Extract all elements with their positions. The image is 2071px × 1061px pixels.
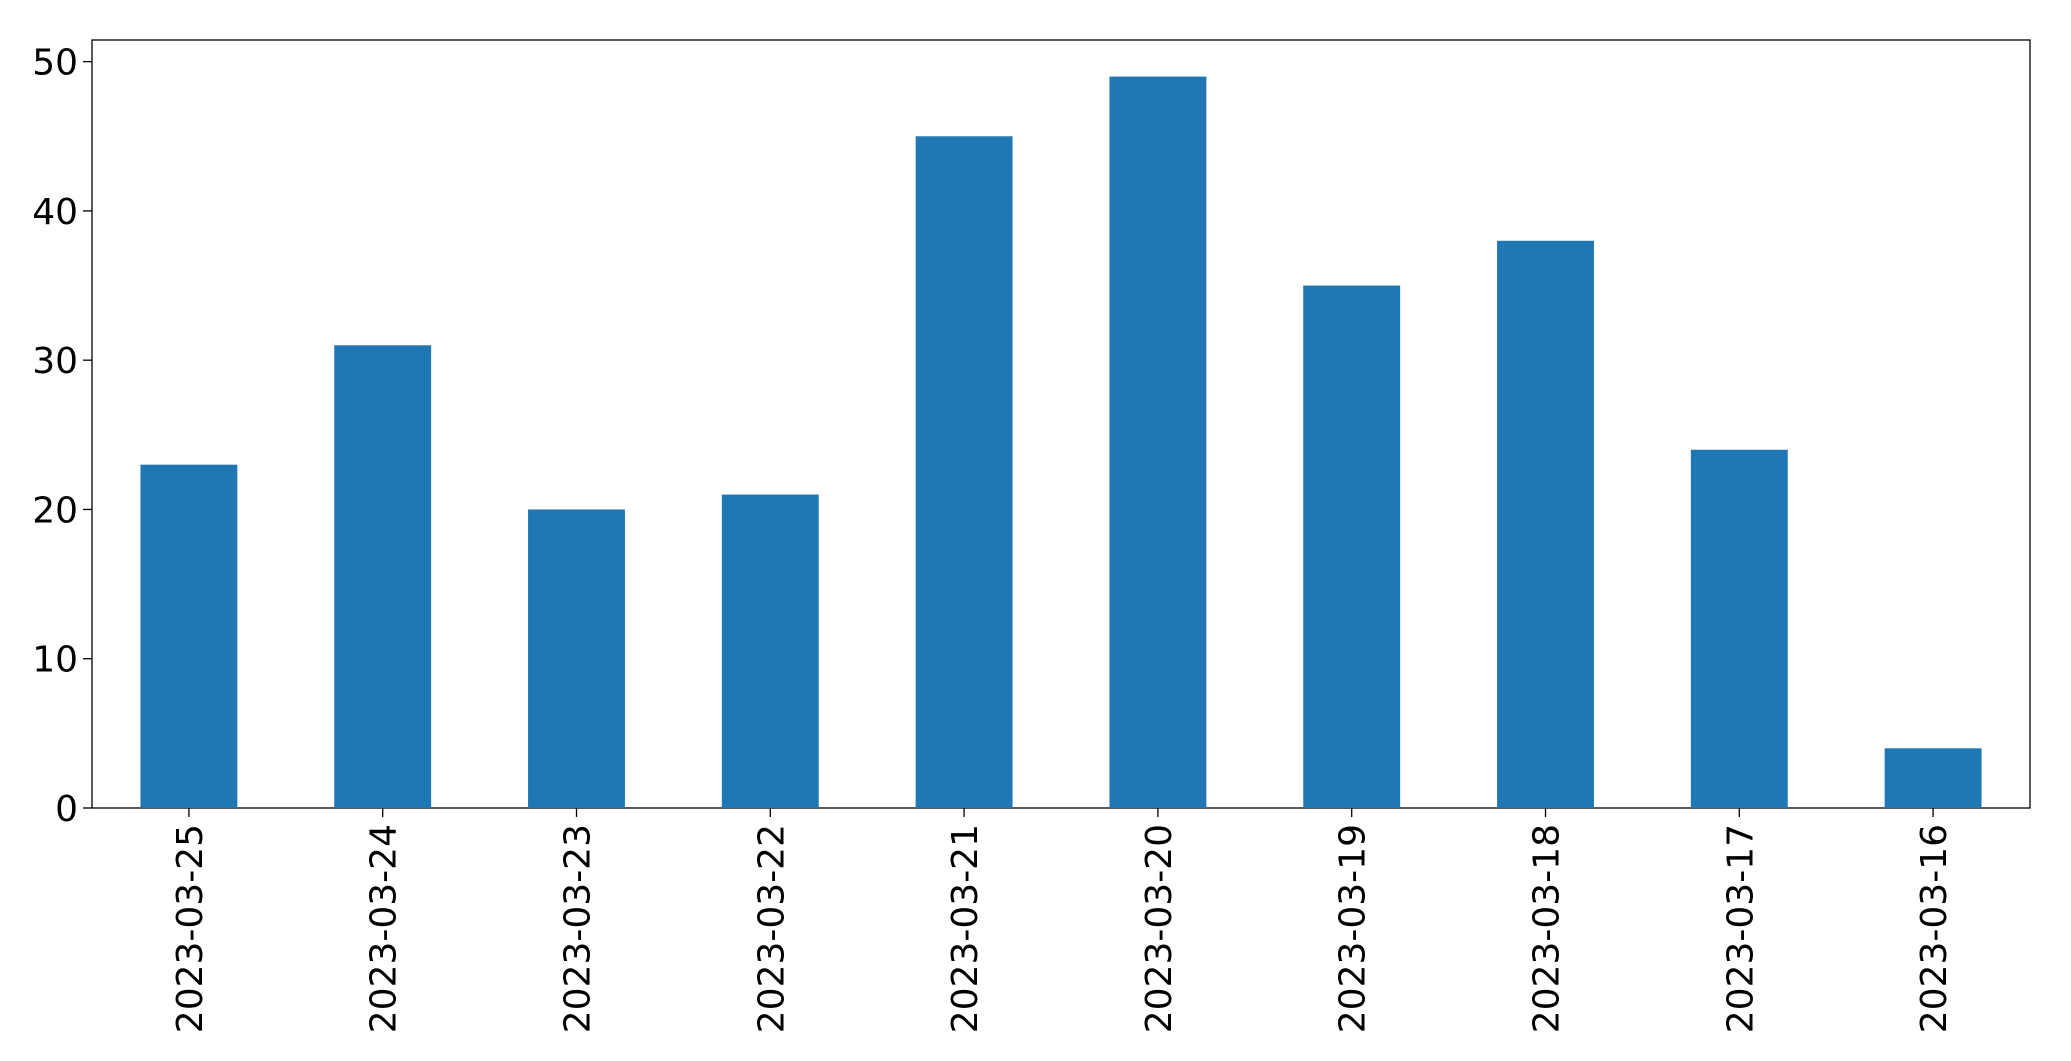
bar <box>915 136 1013 808</box>
y-tick-label: 50 <box>32 43 78 84</box>
bar <box>1109 76 1207 809</box>
bar <box>140 464 238 808</box>
x-tick-label: 2023-03-21 <box>945 824 986 1033</box>
bar <box>1690 449 1788 808</box>
x-tick-label: 2023-03-25 <box>170 824 211 1033</box>
x-tick-label: 2023-03-24 <box>364 824 405 1033</box>
x-tick-label: 2023-03-18 <box>1527 824 1568 1033</box>
x-tick-label: 2023-03-23 <box>558 824 599 1033</box>
x-tick-label: 2023-03-16 <box>1914 824 1955 1033</box>
bar <box>1303 285 1401 808</box>
y-tick-label: 40 <box>32 192 78 233</box>
y-tick-label: 20 <box>32 490 78 531</box>
x-tick-label: 2023-03-17 <box>1720 824 1761 1033</box>
bar <box>528 509 625 808</box>
bar <box>334 345 432 808</box>
y-tick-label: 10 <box>32 640 78 681</box>
bar <box>1497 240 1594 809</box>
y-tick-label: 0 <box>55 789 78 830</box>
bar <box>1884 748 1982 808</box>
x-tick-label: 2023-03-20 <box>1139 824 1180 1033</box>
x-tick-label: 2023-03-22 <box>751 824 792 1033</box>
bar <box>721 494 819 808</box>
plot-frame <box>91 39 2031 809</box>
y-tick-label: 30 <box>32 341 78 382</box>
x-tick-label: 2023-03-19 <box>1333 824 1374 1033</box>
